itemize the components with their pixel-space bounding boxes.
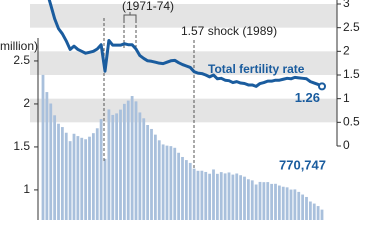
- bar: [95, 128, 99, 220]
- bar: [308, 201, 312, 220]
- annotation: (1971-74): [122, 0, 174, 13]
- bar: [88, 136, 91, 220]
- bar: [119, 109, 122, 220]
- bar: [177, 152, 181, 220]
- bar: [320, 209, 324, 220]
- y2-tick-label: 2.5: [343, 20, 360, 34]
- bar: [231, 174, 235, 220]
- bar: [270, 183, 274, 220]
- bar: [49, 103, 53, 220]
- bar: [289, 189, 293, 220]
- bar: [126, 100, 130, 220]
- chart: million) (1971-74) 1.57 shock (1989) Tot…: [0, 0, 360, 220]
- y2-tick-label: 0.5: [343, 115, 360, 129]
- bar: [262, 182, 266, 220]
- bar: [181, 156, 184, 220]
- bar: [146, 125, 150, 220]
- band: [30, 4, 337, 28]
- end-point: [318, 82, 326, 91]
- bar: [243, 176, 246, 220]
- bar: [99, 119, 103, 220]
- bar: [246, 179, 250, 220]
- bar: [115, 113, 119, 220]
- bar: [111, 114, 115, 220]
- bar: [41, 74, 45, 220]
- y-tick-label: 1: [23, 182, 30, 196]
- bar: [76, 136, 80, 220]
- bar: [103, 158, 107, 220]
- bar: [200, 170, 204, 220]
- bar: [215, 173, 219, 220]
- bar: [138, 112, 142, 220]
- bar: [204, 171, 208, 220]
- bar: [239, 175, 243, 220]
- bar: [184, 160, 188, 220]
- bar: [254, 184, 258, 220]
- bar: [72, 133, 76, 220]
- bar: [293, 189, 297, 220]
- band: [30, 98, 337, 123]
- y-tick-label: 1.5: [13, 139, 30, 153]
- bar: [161, 144, 165, 220]
- bar: [301, 194, 305, 220]
- series-label: Total fertility rate: [208, 62, 305, 76]
- y2-tick-label: 1.5: [343, 67, 360, 81]
- bar: [84, 139, 88, 220]
- y-axis-label: million): [0, 39, 38, 53]
- bracket: [123, 12, 137, 20]
- y2-tick-label: 1: [343, 91, 350, 105]
- bar: [80, 137, 84, 220]
- bar: [153, 134, 157, 220]
- y2-tick-label: 3: [343, 0, 350, 10]
- bar: [227, 172, 231, 220]
- annotation: 1.57 shock (1989): [181, 24, 277, 38]
- bar: [165, 145, 169, 220]
- bar: [223, 173, 227, 220]
- bar: [277, 185, 281, 220]
- bar: [250, 180, 254, 220]
- bar: [130, 96, 134, 220]
- bar: [188, 162, 192, 220]
- y-tick-label: 2.5: [13, 53, 30, 67]
- bar: [274, 183, 277, 220]
- bar: [219, 172, 223, 220]
- bar: [157, 140, 161, 220]
- bar: [297, 191, 301, 220]
- y-tick-label: 2: [23, 96, 30, 110]
- bar: [150, 128, 153, 220]
- bar: [91, 133, 95, 220]
- bar: [258, 181, 262, 220]
- bar: [192, 168, 196, 220]
- bar: [235, 173, 239, 220]
- bar: [45, 92, 49, 220]
- bars: [41, 74, 324, 220]
- bar: [212, 169, 215, 220]
- y2-tick-label: 0: [343, 138, 350, 152]
- y2-tick-label: 2: [343, 44, 350, 58]
- bar: [169, 146, 173, 220]
- bar: [312, 203, 316, 220]
- bar: [134, 101, 138, 220]
- bar: [122, 103, 126, 220]
- value-label: 770,747: [279, 157, 326, 172]
- bar: [208, 173, 212, 220]
- bar: [173, 147, 177, 220]
- bar: [196, 170, 200, 220]
- bar: [305, 196, 308, 220]
- bar: [57, 123, 60, 220]
- bar: [53, 115, 57, 220]
- bar: [142, 118, 146, 220]
- bar: [266, 182, 270, 220]
- bar: [60, 127, 64, 220]
- bar: [68, 141, 72, 220]
- bar: [107, 109, 111, 220]
- bar: [316, 206, 320, 220]
- line: [47, 0, 323, 88]
- bar: [281, 186, 285, 220]
- bar: [285, 187, 289, 220]
- bar: [64, 132, 68, 220]
- value-label: 1.26: [295, 90, 320, 105]
